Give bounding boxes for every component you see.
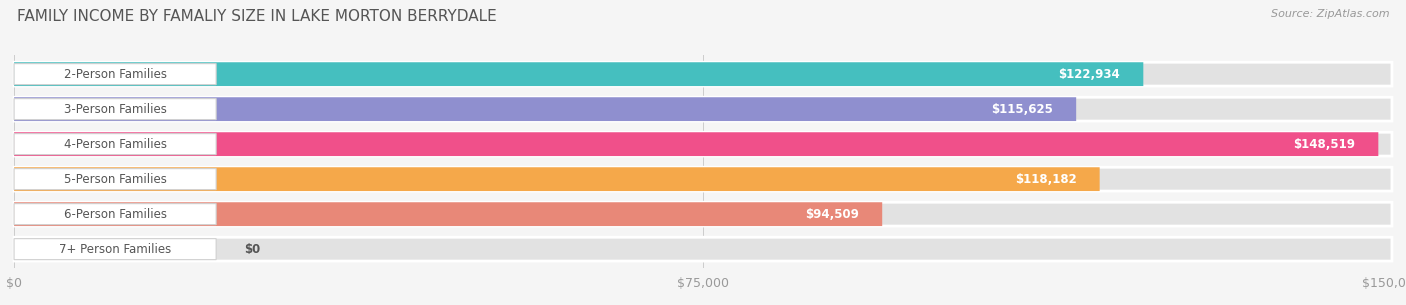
Text: 5-Person Families: 5-Person Families: [63, 173, 166, 186]
FancyBboxPatch shape: [14, 167, 1392, 191]
Text: $94,509: $94,509: [806, 208, 859, 221]
FancyBboxPatch shape: [14, 97, 1076, 121]
FancyBboxPatch shape: [14, 239, 217, 260]
Text: $122,934: $122,934: [1059, 68, 1121, 81]
Text: 7+ Person Families: 7+ Person Families: [59, 243, 172, 256]
Text: $0: $0: [243, 243, 260, 256]
FancyBboxPatch shape: [14, 169, 217, 190]
FancyBboxPatch shape: [14, 99, 217, 120]
Text: $118,182: $118,182: [1015, 173, 1077, 186]
Text: FAMILY INCOME BY FAMALIY SIZE IN LAKE MORTON BERRYDALE: FAMILY INCOME BY FAMALIY SIZE IN LAKE MO…: [17, 9, 496, 24]
Text: $115,625: $115,625: [991, 103, 1053, 116]
Text: Source: ZipAtlas.com: Source: ZipAtlas.com: [1271, 9, 1389, 19]
FancyBboxPatch shape: [14, 202, 1392, 226]
FancyBboxPatch shape: [14, 97, 1392, 121]
FancyBboxPatch shape: [14, 132, 1392, 156]
FancyBboxPatch shape: [14, 64, 217, 85]
FancyBboxPatch shape: [14, 237, 1392, 261]
Text: $148,519: $148,519: [1294, 138, 1355, 151]
FancyBboxPatch shape: [14, 134, 217, 155]
Text: 2-Person Families: 2-Person Families: [63, 68, 166, 81]
FancyBboxPatch shape: [14, 62, 1392, 86]
FancyBboxPatch shape: [14, 202, 882, 226]
Text: 4-Person Families: 4-Person Families: [63, 138, 166, 151]
Text: 3-Person Families: 3-Person Families: [63, 103, 166, 116]
FancyBboxPatch shape: [14, 132, 1378, 156]
FancyBboxPatch shape: [14, 204, 217, 225]
FancyBboxPatch shape: [14, 167, 1099, 191]
FancyBboxPatch shape: [14, 62, 1143, 86]
Text: 6-Person Families: 6-Person Families: [63, 208, 166, 221]
